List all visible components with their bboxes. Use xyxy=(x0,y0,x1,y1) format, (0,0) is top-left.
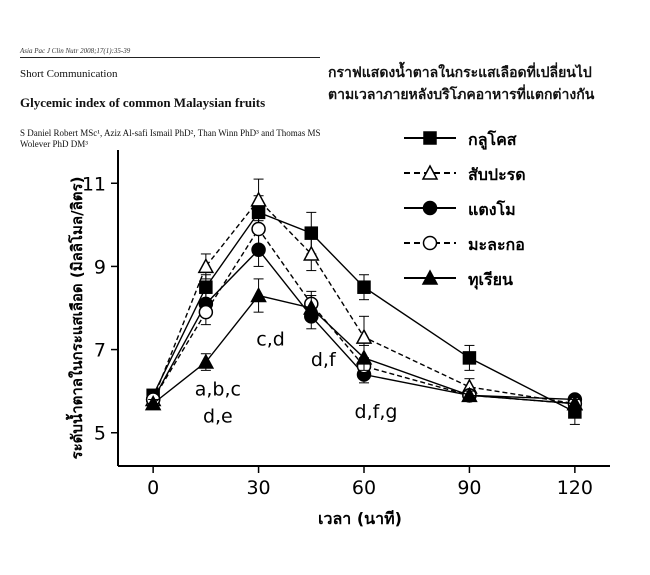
y-axis-title: ระดับน้ำตาลในกระแสเลือด (มิลลิโมล/ลิตร) xyxy=(65,177,86,460)
significance-label: a,b,c xyxy=(195,378,241,400)
x-tick-label: 120 xyxy=(557,477,593,499)
legend-label: สับปะรด xyxy=(468,165,526,184)
data-point-series-2 xyxy=(197,257,215,274)
y-tick-label: 7 xyxy=(94,340,106,362)
significance-label: d,e xyxy=(203,405,233,427)
data-point-series-5 xyxy=(355,349,373,365)
legend-label: ทุเรียน xyxy=(468,270,513,290)
y-tick-label: 5 xyxy=(94,423,106,445)
data-point-series-4 xyxy=(198,304,214,320)
significance-label: c,d xyxy=(256,328,285,350)
thai-title-line-2: ตามเวลาภายหลังบริโภคอาหารที่แตกต่างกัน xyxy=(328,87,595,103)
data-point-series-5 xyxy=(197,353,215,369)
data-point-series-1 xyxy=(357,280,371,294)
x-tick-label: 90 xyxy=(457,477,481,499)
data-point-series-5 xyxy=(250,286,267,303)
data-point-series-5 xyxy=(566,395,584,411)
x-tick-label: 30 xyxy=(246,477,270,499)
legend-marker xyxy=(423,131,437,145)
x-axis-title: เวลา (นาที) xyxy=(318,509,402,528)
paper-title: Glycemic index of common Malaysian fruit… xyxy=(20,95,266,110)
legend-marker xyxy=(422,200,438,216)
data-point-series-4 xyxy=(251,221,266,237)
data-point-series-5 xyxy=(144,395,162,411)
legend-marker xyxy=(421,269,439,285)
legend-label: มะละกอ xyxy=(468,235,525,254)
thai-title-line-1: กราฟแสดงน้ำตาลในกระแสเลือดที่เปลี่ยนไป xyxy=(328,65,592,81)
journal-reference: Asia Pac J Clin Nutr 2008;17(1):35-39 xyxy=(20,47,131,55)
author-list: S Daniel Robert MSc¹, Aziz Al-safi Ismai… xyxy=(20,128,350,150)
data-point-series-2 xyxy=(303,245,320,261)
header-rule xyxy=(20,57,320,58)
x-tick-label: 60 xyxy=(352,477,376,499)
data-point-series-5 xyxy=(303,299,320,315)
significance-label: d,f xyxy=(311,349,337,371)
data-point-series-1 xyxy=(462,351,477,365)
section-label: Short Communication xyxy=(20,68,118,80)
legend-label: แตงโม xyxy=(468,199,516,219)
author-line-1: S Daniel Robert MSc¹, Aziz Al-safi Ismai… xyxy=(20,128,321,138)
x-tick-label: 0 xyxy=(147,477,159,499)
y-tick-label: 11 xyxy=(82,173,106,195)
y-tick-label: 9 xyxy=(94,256,106,278)
significance-label: d,f,g xyxy=(355,401,398,423)
data-point-series-5 xyxy=(461,386,478,403)
data-point-series-2 xyxy=(355,328,373,344)
legend-marker xyxy=(422,235,438,251)
legend-label: กลูโคส xyxy=(468,129,517,151)
data-point-series-2 xyxy=(250,191,267,207)
legend-marker xyxy=(421,164,439,180)
author-line-2: Wolever PhD DM³ xyxy=(20,139,88,149)
